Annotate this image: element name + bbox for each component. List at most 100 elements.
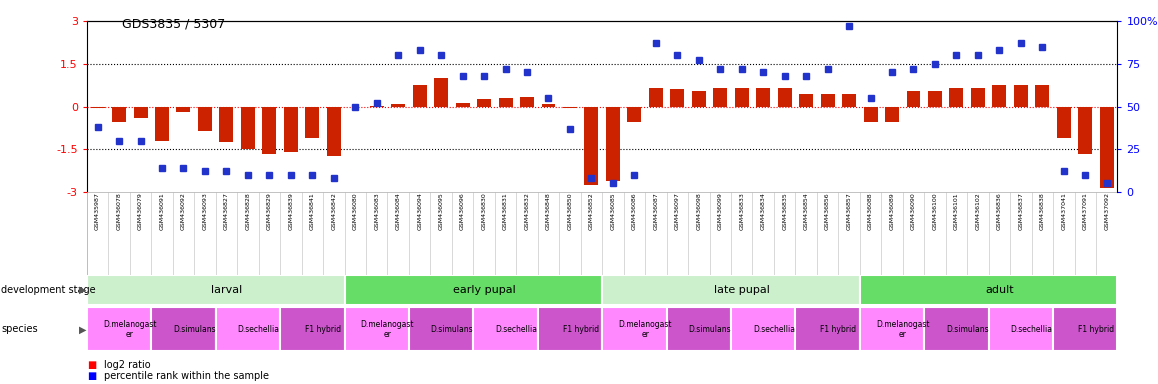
Bar [409,307,474,351]
Bar [284,107,298,152]
Text: GSM436086: GSM436086 [632,192,637,230]
Text: D.sechellia: D.sechellia [496,325,537,334]
Bar [756,88,770,107]
Bar [648,88,662,107]
Bar [133,107,147,118]
Bar [606,107,620,180]
Bar [219,107,234,142]
Text: GSM436842: GSM436842 [331,192,336,230]
Bar [327,107,340,156]
Bar [412,85,426,107]
Bar [369,106,383,107]
Text: D.simulans: D.simulans [173,325,215,334]
Bar [970,88,985,107]
Text: GSM436087: GSM436087 [653,192,659,230]
Bar [112,107,126,122]
Bar [280,307,345,351]
Bar [87,192,1117,275]
Text: GSM436101: GSM436101 [954,192,959,230]
Bar [537,307,602,351]
Bar [474,307,537,351]
Text: F1 hybrid: F1 hybrid [1078,325,1114,334]
Text: D.sechellia: D.sechellia [1011,325,1053,334]
Bar [391,104,405,107]
Bar [434,78,448,107]
Bar [628,107,642,122]
Text: GSM436841: GSM436841 [310,192,315,230]
Text: GSM436093: GSM436093 [203,192,207,230]
Text: GSM436097: GSM436097 [675,192,680,230]
Text: GSM436837: GSM436837 [1018,192,1024,230]
Text: GSM436848: GSM436848 [545,192,551,230]
Bar [796,307,860,351]
Text: GSM436832: GSM436832 [525,192,529,230]
Text: D.melanogast
er: D.melanogast er [360,319,415,339]
Text: F1 hybrid: F1 hybrid [305,325,342,334]
Bar [87,307,152,351]
Bar [950,88,963,107]
Text: GSM436836: GSM436836 [997,192,1002,230]
Text: GSM436856: GSM436856 [826,192,830,230]
Text: GSM436831: GSM436831 [503,192,508,230]
Text: GSM437091: GSM437091 [1083,192,1087,230]
Bar [241,107,255,149]
Bar [842,94,856,107]
Text: ■: ■ [87,371,96,381]
Text: GSM436835: GSM436835 [782,192,787,230]
Bar [542,104,556,107]
Bar [992,85,1006,107]
Text: GDS3835 / 5307: GDS3835 / 5307 [122,17,225,30]
Bar [821,94,835,107]
Bar [477,99,491,107]
Text: D.sechellia: D.sechellia [237,325,279,334]
Text: larval: larval [211,285,242,295]
Bar [799,94,813,107]
Text: GSM436100: GSM436100 [932,192,938,230]
Text: ■: ■ [87,360,96,370]
Text: GSM436094: GSM436094 [417,192,423,230]
Bar [155,107,169,141]
Text: ▶: ▶ [79,324,86,334]
Text: D.simulans: D.simulans [688,325,731,334]
Text: GSM436092: GSM436092 [181,192,186,230]
Text: GSM436829: GSM436829 [266,192,272,230]
Bar [864,107,878,122]
Text: GSM436080: GSM436080 [353,192,358,230]
Text: D.simulans: D.simulans [431,325,474,334]
Text: GSM436085: GSM436085 [610,192,615,230]
Bar [87,275,345,305]
Bar [345,275,602,305]
Text: GSM436091: GSM436091 [160,192,164,230]
Bar [859,275,1117,305]
Text: F1 hybrid: F1 hybrid [563,325,599,334]
Text: GSM436834: GSM436834 [761,192,765,230]
Text: GSM436096: GSM436096 [460,192,466,230]
Text: GSM437092: GSM437092 [1105,192,1109,230]
Text: species: species [1,324,38,334]
Text: F1 hybrid: F1 hybrid [820,325,857,334]
Text: GSM436102: GSM436102 [975,192,981,230]
Bar [989,307,1053,351]
Bar [1100,107,1114,188]
Bar [263,107,277,154]
Bar [734,88,749,107]
Bar [585,107,599,185]
Bar [306,107,320,138]
Bar [1014,85,1028,107]
Text: development stage: development stage [1,285,96,295]
Bar [667,307,731,351]
Text: log2 ratio: log2 ratio [104,360,151,370]
Text: GSM436098: GSM436098 [696,192,702,230]
Bar [176,107,190,112]
Text: GSM437041: GSM437041 [1061,192,1067,230]
Bar [907,91,921,107]
Bar [90,107,104,108]
Text: GSM436838: GSM436838 [1040,192,1045,230]
Text: ▶: ▶ [79,285,86,295]
Text: GSM436857: GSM436857 [846,192,851,230]
Text: D.melanogast
er: D.melanogast er [618,319,672,339]
Bar [691,91,705,107]
Text: D.melanogast
er: D.melanogast er [875,319,930,339]
Text: GSM436079: GSM436079 [138,192,144,230]
Text: GSM436078: GSM436078 [117,192,122,230]
